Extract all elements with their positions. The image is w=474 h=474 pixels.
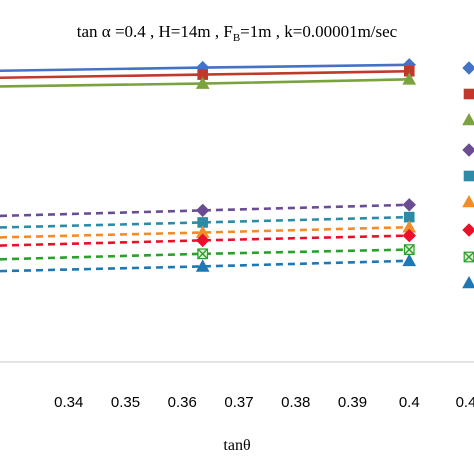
- series-layer: [0, 58, 417, 273]
- legend-marker: [462, 61, 474, 75]
- series-9: [0, 253, 417, 273]
- x-tick-label: 0.4: [456, 394, 474, 411]
- legend-marker: [463, 170, 474, 182]
- data-point: [403, 244, 415, 256]
- x-tick-label: 0.35: [111, 394, 140, 411]
- series-4: [0, 198, 416, 218]
- data-point: [402, 198, 416, 212]
- data-point: [402, 228, 416, 243]
- data-point: [197, 248, 209, 260]
- x-tick-label: 0.37: [224, 394, 253, 411]
- series-3: [0, 72, 417, 89]
- data-point: [195, 233, 210, 248]
- legend-marker: [462, 112, 474, 126]
- data-point: [195, 76, 210, 89]
- series-line: [0, 248, 410, 261]
- chart-title-subscript: B: [233, 32, 240, 44]
- data-point: [195, 259, 210, 272]
- series-line: [0, 215, 410, 229]
- data-point: [402, 72, 417, 85]
- legend-marker: [463, 88, 474, 100]
- chart-title: tan α =0.4 , H=14m , FB=1m , k=0.00001m/…: [77, 22, 398, 44]
- series-line: [0, 203, 410, 218]
- series-2: [0, 65, 415, 80]
- x-tick-label: 0.38: [281, 394, 310, 411]
- data-point: [195, 203, 210, 218]
- chart-title-main: tan α =0.4 , H=14m , F: [77, 22, 233, 41]
- series-line: [0, 225, 410, 239]
- series-line: [0, 259, 410, 273]
- x-tick-label: 0.34: [54, 394, 83, 411]
- data-point: [402, 253, 417, 267]
- legend-marker: [462, 143, 474, 157]
- x-axis-ticks: 0.34 0.35 0.36 0.37 0.38 0.39 0.4 0.4: [54, 394, 474, 411]
- legend-marker: [462, 275, 474, 289]
- legend-marker: [463, 251, 474, 263]
- legend-marker: [462, 194, 474, 208]
- x-tick-label: 0.4: [399, 394, 420, 411]
- x-tick-label: 0.39: [338, 394, 367, 411]
- series-line: [0, 234, 410, 247]
- series-8: [0, 244, 415, 261]
- legend: [462, 61, 474, 289]
- x-axis-label: tanθ: [223, 437, 250, 454]
- series-7: [0, 228, 416, 248]
- chart-title-rest: =1m , k=0.00001m/sec: [240, 22, 398, 41]
- x-tick-label: 0.36: [168, 394, 197, 411]
- legend-marker: [462, 223, 474, 237]
